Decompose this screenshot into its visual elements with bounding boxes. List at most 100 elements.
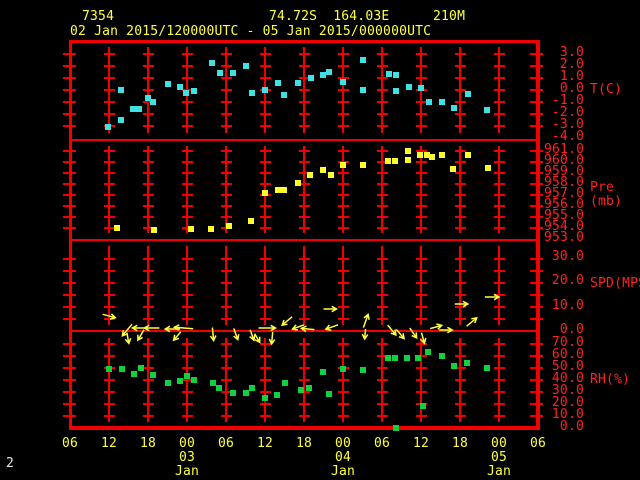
y-tick-label: 20.0: [551, 395, 584, 410]
wind-arrow: [172, 331, 182, 342]
grid-cross: [104, 379, 115, 381]
axis-tick-left: [63, 161, 76, 163]
pressure-point: [360, 162, 367, 169]
grid-cross: [416, 379, 427, 381]
grid-cross: [416, 227, 427, 229]
relative_humidity-point: [130, 371, 137, 377]
grid-cross: [143, 150, 154, 152]
relative_humidity-point: [393, 425, 400, 431]
grid-cross: [377, 205, 388, 207]
grid-cross: [494, 113, 505, 115]
grid-cross: [143, 282, 154, 284]
plot-border-top: [69, 40, 540, 43]
grid-cross: [338, 125, 349, 127]
grid-cross: [104, 113, 115, 115]
grid-cross: [455, 391, 466, 393]
grid-column: [342, 146, 344, 233]
grid-cross: [143, 113, 154, 115]
axis-tick-right: [530, 227, 543, 229]
grid-cross: [182, 367, 193, 369]
grid-cross: [260, 183, 271, 185]
temperature-point: [145, 95, 151, 102]
pressure-point: [405, 156, 411, 163]
grid-cross: [377, 318, 388, 320]
axis-tick-left: [63, 183, 76, 185]
relative_humidity-point: [414, 355, 421, 362]
x-tick-label: 06: [62, 436, 79, 451]
grid-cross: [260, 355, 271, 357]
axis-tick-left: [63, 113, 76, 115]
grid-cross: [494, 65, 505, 67]
grid-cross: [260, 101, 271, 103]
grid-cross: [299, 161, 310, 163]
pressure-point: [306, 172, 313, 179]
grid-column: [459, 246, 461, 325]
axis-tick-right: [530, 355, 543, 357]
station-coordinates: 74.72S 164.03E: [269, 9, 390, 24]
temperature-axis-title: T(C): [590, 82, 623, 97]
grid-cross: [494, 150, 505, 152]
relative_humidity-point: [464, 360, 471, 367]
y-tick-label: 955.0: [544, 208, 585, 223]
grid-cross: [260, 282, 271, 284]
pressure-point: [484, 164, 491, 171]
grid-cross: [338, 415, 349, 417]
grid-cross: [182, 227, 193, 229]
pressure-point: [384, 157, 391, 164]
grid-cross: [338, 270, 349, 272]
grid-cross: [416, 125, 427, 127]
grid-cross: [299, 53, 310, 55]
grid-cross: [299, 227, 310, 229]
temperature-point: [484, 106, 491, 113]
y-tick-label: 60.0: [551, 347, 584, 362]
grid-cross: [416, 172, 427, 174]
relative_humidity-point: [425, 349, 432, 356]
grid-cross: [260, 318, 271, 320]
temperature-point: [308, 75, 315, 81]
grid-cross: [338, 258, 349, 260]
temperature-point: [295, 79, 302, 86]
pressure-point: [319, 166, 326, 173]
grid-cross: [104, 205, 115, 207]
grid-cross: [455, 53, 466, 55]
axis-tick-right: [530, 53, 543, 55]
axis-tick-right: [530, 258, 543, 260]
grid-cross: [143, 343, 154, 345]
grid-cross: [143, 415, 154, 417]
temperature-point: [418, 85, 424, 92]
grid-cross: [299, 318, 310, 320]
temperature-point: [393, 72, 400, 78]
grid-cross: [455, 125, 466, 127]
grid-cross: [377, 216, 388, 218]
grid-cross: [104, 282, 115, 284]
grid-cross: [377, 89, 388, 91]
grid-cross: [416, 318, 427, 320]
grid-cross: [455, 367, 466, 369]
y-tick-label: 70.0: [551, 335, 584, 350]
grid-cross: [455, 318, 466, 320]
grid-cross: [143, 306, 154, 308]
grid-cross: [338, 89, 349, 91]
grid-cross: [299, 113, 310, 115]
grid-cross: [143, 53, 154, 55]
temperature-point: [325, 69, 332, 75]
grid-cross: [377, 391, 388, 393]
grid-column: [459, 146, 461, 233]
y-tick-label: 0.0: [559, 419, 584, 434]
grid-cross: [455, 194, 466, 196]
grid-column: [381, 146, 383, 233]
relative_humidity-point: [325, 391, 332, 398]
y-tick-label: 30.0: [551, 249, 584, 264]
axis-tick-left: [63, 216, 76, 218]
temperature-point: [451, 105, 458, 111]
wind-arrow: [280, 316, 293, 327]
temperature-point: [425, 99, 432, 105]
grid-column: [264, 146, 266, 233]
grid-cross: [455, 282, 466, 284]
grid-cross: [260, 227, 271, 229]
grid-cross: [143, 205, 154, 207]
grid-cross: [299, 258, 310, 260]
relative_humidity-point: [438, 353, 445, 359]
pressure-point: [208, 226, 215, 233]
grid-cross: [377, 379, 388, 381]
